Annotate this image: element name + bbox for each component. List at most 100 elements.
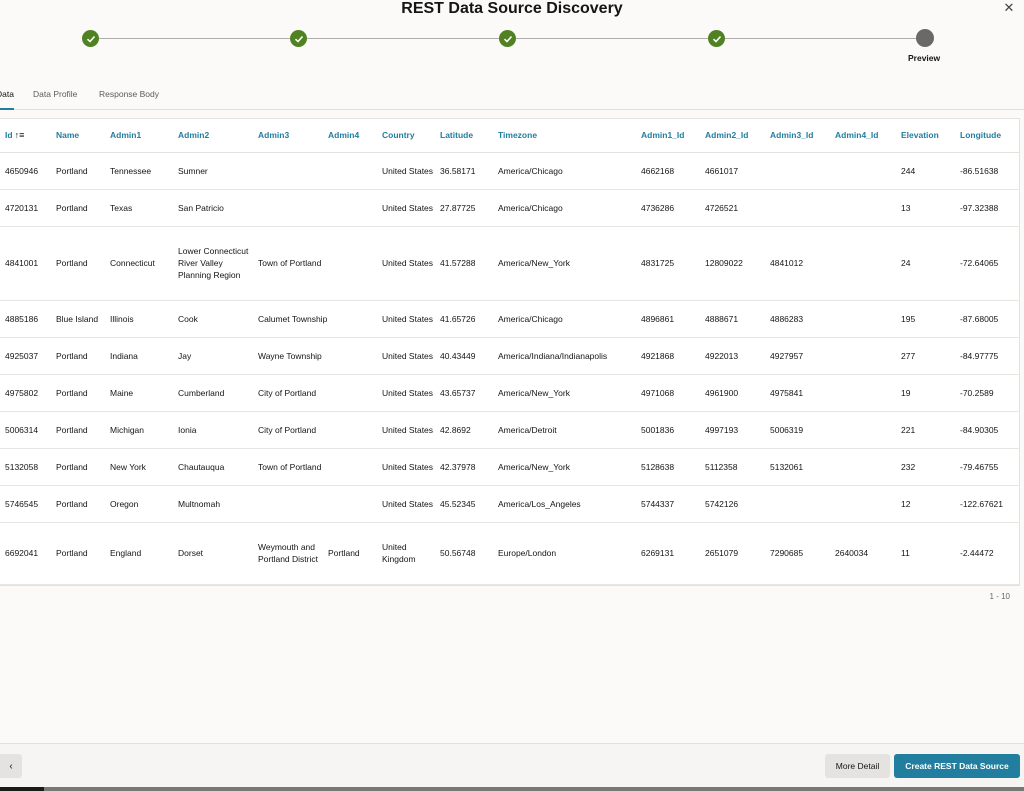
create-rest-data-source-button[interactable]: Create REST Data Source bbox=[894, 754, 1020, 778]
column-header-id[interactable]: Id ↑≡ bbox=[0, 119, 56, 153]
table-cell: Michigan bbox=[110, 411, 178, 449]
close-icon[interactable]: ✕ bbox=[1003, 0, 1015, 15]
table-cell: 6269131 bbox=[641, 522, 705, 585]
table-cell bbox=[835, 300, 901, 338]
table-cell: 42.8692 bbox=[440, 411, 498, 449]
table-cell: Oregon bbox=[110, 485, 178, 523]
table-cell bbox=[258, 485, 328, 523]
table-cell: -72.64065 bbox=[960, 226, 1019, 301]
tab-data-profile[interactable]: Data Profile bbox=[33, 89, 78, 99]
column-header-admin2-id[interactable]: Admin2_Id bbox=[705, 119, 770, 153]
table-cell: Portland bbox=[56, 411, 110, 449]
table-cell bbox=[328, 226, 382, 301]
column-header-admin4[interactable]: Admin4 bbox=[328, 119, 382, 153]
table-cell: 4662168 bbox=[641, 152, 705, 190]
table-cell: 4831725 bbox=[641, 226, 705, 301]
column-header-label: Admin4 bbox=[328, 130, 360, 141]
table-cell: 5128638 bbox=[641, 448, 705, 486]
table-row[interactable]: 6692041 Portland England Dorset Weymouth and… bbox=[0, 522, 1019, 585]
train-step-1-check-icon[interactable] bbox=[82, 30, 99, 47]
pagination-range: 1 - 10 bbox=[989, 592, 1010, 601]
more-detail-button[interactable]: More Detail bbox=[825, 754, 890, 778]
chevron-left-icon[interactable]: ‹ bbox=[0, 754, 22, 778]
column-header-country[interactable]: Country bbox=[382, 119, 440, 153]
column-header-name[interactable]: Name bbox=[56, 119, 110, 153]
table-cell: 4736286 bbox=[641, 189, 705, 227]
table-cell: 4885186 bbox=[0, 300, 56, 338]
table-cell bbox=[328, 300, 382, 338]
table-cell: -70.2589 bbox=[960, 374, 1019, 412]
table-cell: 4997193 bbox=[705, 411, 770, 449]
dialog-footer: ‹ More Detail Create REST Data Source bbox=[0, 743, 1024, 791]
train-step-2-check-icon[interactable] bbox=[290, 30, 307, 47]
table-cell: Portland bbox=[56, 374, 110, 412]
column-header-admin3-id[interactable]: Admin3_Id bbox=[770, 119, 835, 153]
tab-data[interactable]: Data bbox=[0, 89, 14, 110]
dialog-title: REST Data Source Discovery bbox=[401, 0, 623, 17]
table-cell: 4650946 bbox=[0, 152, 56, 190]
table-cell: United States bbox=[382, 374, 440, 412]
table-cell: United States bbox=[382, 485, 440, 523]
column-header-elevation[interactable]: Elevation bbox=[901, 119, 960, 153]
column-header-timezone[interactable]: Timezone bbox=[498, 119, 641, 153]
column-header-admin1-id[interactable]: Admin1_Id bbox=[641, 119, 705, 153]
column-header-label: Admin4_Id bbox=[835, 130, 879, 141]
table-row[interactable]: 4720131 Portland Texas San Patricio United S… bbox=[0, 189, 1019, 227]
table-cell: Ionia bbox=[178, 411, 258, 449]
column-header-latitude[interactable]: Latitude bbox=[440, 119, 498, 153]
table-row[interactable]: 4975802 Portland Maine Cumberland City of Po… bbox=[0, 374, 1019, 412]
train-step-4-check-icon[interactable] bbox=[708, 30, 725, 47]
table-row[interactable]: 4885186 Blue Island Illinois Cook Calumet To… bbox=[0, 300, 1019, 338]
table-cell: -79.46755 bbox=[960, 448, 1019, 486]
table-row[interactable]: 4841001 Portland Connecticut Lower Connecti… bbox=[0, 226, 1019, 301]
train-step-5-current[interactable] bbox=[916, 29, 934, 47]
table-row[interactable]: 5746545 Portland Oregon Multnomah United Sta… bbox=[0, 485, 1019, 523]
table-cell: -97.32388 bbox=[960, 189, 1019, 227]
table-cell: Portland bbox=[328, 522, 382, 585]
table-cell bbox=[835, 152, 901, 190]
table-row[interactable]: 5132058 Portland New York Chautauqua Town of… bbox=[0, 448, 1019, 486]
table-cell: Calumet Township bbox=[258, 300, 328, 338]
table-cell: 4971068 bbox=[641, 374, 705, 412]
table-cell bbox=[770, 485, 835, 523]
table-cell: Lower Connecticut River Valley Planning … bbox=[178, 226, 258, 301]
table-cell: Town of Portland bbox=[258, 226, 328, 301]
table-cell: 24 bbox=[901, 226, 960, 301]
column-header-admin1[interactable]: Admin1 bbox=[110, 119, 178, 153]
train-step-3-check-icon[interactable] bbox=[499, 30, 516, 47]
column-header-label: Timezone bbox=[498, 130, 538, 141]
column-header-admin3[interactable]: Admin3 bbox=[258, 119, 328, 153]
table-row[interactable]: 4650946 Portland Tennessee Sumner United Sta… bbox=[0, 152, 1019, 190]
table-cell: Indiana bbox=[110, 337, 178, 375]
table-cell: Jay bbox=[178, 337, 258, 375]
table-cell: Portland bbox=[56, 485, 110, 523]
table-cell: 4975802 bbox=[0, 374, 56, 412]
table-cell: United Kingdom bbox=[382, 522, 440, 585]
table-cell: United States bbox=[382, 226, 440, 301]
table-cell: Europe/London bbox=[498, 522, 641, 585]
table-row[interactable]: 5006314 Portland Michigan Ionia City of Port… bbox=[0, 411, 1019, 449]
table-cell: America/Chicago bbox=[498, 152, 641, 190]
column-header-admin2[interactable]: Admin2 bbox=[178, 119, 258, 153]
column-header-admin4-id[interactable]: Admin4_Id bbox=[835, 119, 901, 153]
column-header-longitude[interactable]: Longitude bbox=[960, 119, 1019, 153]
table-cell: Town of Portland bbox=[258, 448, 328, 486]
table-cell: United States bbox=[382, 411, 440, 449]
table-cell: 4726521 bbox=[705, 189, 770, 227]
table-cell: 36.58171 bbox=[440, 152, 498, 190]
table-cell: 244 bbox=[901, 152, 960, 190]
table-cell: 4975841 bbox=[770, 374, 835, 412]
sort-ascending-icon[interactable]: ↑≡ bbox=[14, 130, 25, 141]
table-cell: 43.65737 bbox=[440, 374, 498, 412]
table-cell bbox=[835, 189, 901, 227]
table-cell: 42.37978 bbox=[440, 448, 498, 486]
table-row[interactable]: 4925037 Portland Indiana Jay Wayne Township U… bbox=[0, 337, 1019, 375]
table-cell: America/Los_Angeles bbox=[498, 485, 641, 523]
table-cell: San Patricio bbox=[178, 189, 258, 227]
table-cell: England bbox=[110, 522, 178, 585]
tab-response-body[interactable]: Response Body bbox=[99, 89, 160, 99]
table-cell: Texas bbox=[110, 189, 178, 227]
table-cell: -86.51638 bbox=[960, 152, 1019, 190]
table-cell: 2651079 bbox=[705, 522, 770, 585]
